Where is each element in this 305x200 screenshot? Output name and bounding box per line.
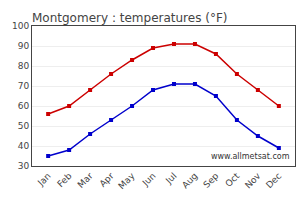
svg-text:90: 90	[18, 41, 30, 51]
svg-text:60: 60	[18, 101, 30, 111]
svg-text:50: 50	[18, 121, 30, 131]
svg-text:Nov: Nov	[243, 170, 263, 190]
svg-text:100: 100	[12, 21, 29, 31]
svg-text:www.allmetsat.com: www.allmetsat.com	[211, 152, 290, 161]
svg-text:40: 40	[18, 141, 30, 151]
svg-text:30: 30	[18, 161, 30, 171]
svg-text:May: May	[116, 170, 137, 191]
svg-text:Apr: Apr	[98, 171, 116, 189]
svg-text:Aug: Aug	[180, 171, 200, 191]
svg-text:70: 70	[18, 81, 30, 91]
svg-text:Sep: Sep	[201, 171, 220, 190]
svg-text:Oct: Oct	[223, 170, 241, 188]
svg-text:Jan: Jan	[35, 171, 53, 189]
svg-text:Jun: Jun	[140, 171, 158, 189]
svg-text:Montgomery : temperatures (°F): Montgomery : temperatures (°F)	[32, 11, 228, 25]
svg-text:Jul: Jul	[163, 171, 178, 186]
svg-text:80: 80	[18, 61, 30, 71]
svg-text:Feb: Feb	[55, 171, 74, 190]
svg-text:Mar: Mar	[76, 171, 95, 190]
svg-text:Dec: Dec	[264, 171, 283, 190]
